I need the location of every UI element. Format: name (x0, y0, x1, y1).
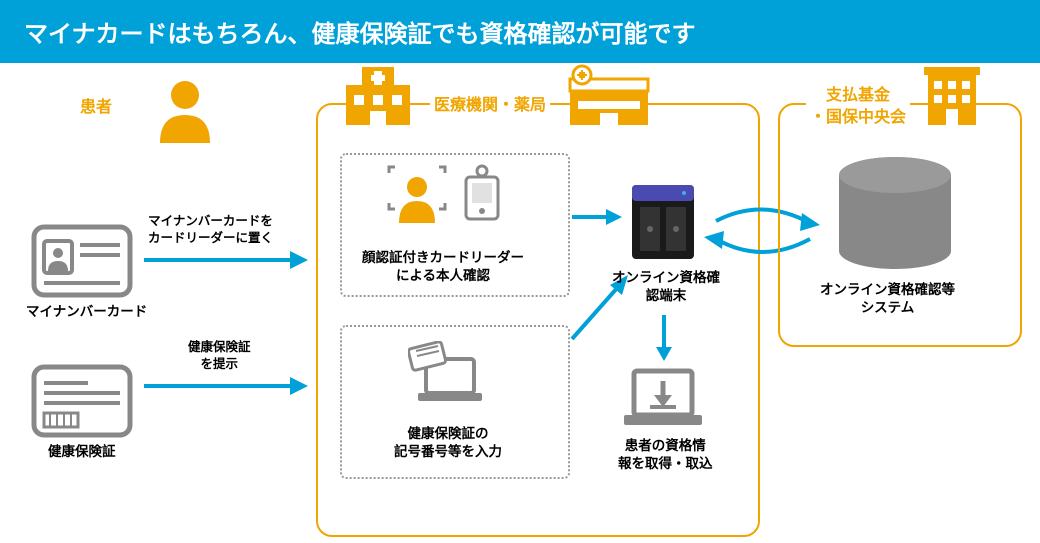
hospital-icon (340, 63, 416, 125)
arrow-reader-to-terminal (570, 203, 624, 231)
retrieve-label: 患者の資格情報を取得・取込 (618, 437, 713, 473)
reader-device-icon (460, 163, 504, 223)
arrow1-icon (140, 245, 310, 275)
section-facility-label: 医療機関・薬局 (430, 95, 550, 117)
arrow-terminal-down (650, 313, 678, 363)
building-icon (922, 63, 982, 125)
mynumber-card-icon (30, 223, 134, 299)
insurance-card-icon (30, 363, 134, 439)
retrieve-laptop-icon (620, 365, 706, 433)
header-text: マイナカードはもちろん、健康保険証でも資格確認が可能です (24, 21, 696, 48)
laptop-input-icon (408, 341, 488, 407)
input-label: 健康保険証の記号番号等を入力 (394, 425, 502, 461)
terminal-icon (626, 179, 700, 265)
section-fund-label: 支払基金・国保中央会 (806, 85, 910, 128)
face-reader-label: 顔認証付きカードリーダーによる本人確認 (362, 249, 524, 285)
mynumber-card-label: マイナンバーカード (26, 303, 147, 321)
terminal-label: オンライン資格確認端末 (612, 269, 720, 305)
database-icon (830, 153, 960, 273)
diagram-canvas: 患者 マイナンバーカード 健康保険証 マイナンバーカードをカードリーダーに置く … (0, 63, 1040, 543)
arrow1-label: マイナンバーカードをカードリーダーに置く (148, 213, 273, 247)
insurance-card-label: 健康保険証 (48, 443, 116, 461)
face-scan-icon (385, 163, 449, 227)
arrow2-label: 健康保険証を提示 (188, 339, 251, 373)
header-bar: マイナカードはもちろん、健康保険証でも資格確認が可能です (0, 0, 1040, 63)
person-icon (150, 73, 220, 143)
system-label: オンライン資格確認等システム (820, 281, 955, 317)
pharmacy-icon (566, 63, 652, 125)
arrow2-icon (140, 371, 310, 401)
section-patient-label: 患者 (80, 97, 112, 119)
